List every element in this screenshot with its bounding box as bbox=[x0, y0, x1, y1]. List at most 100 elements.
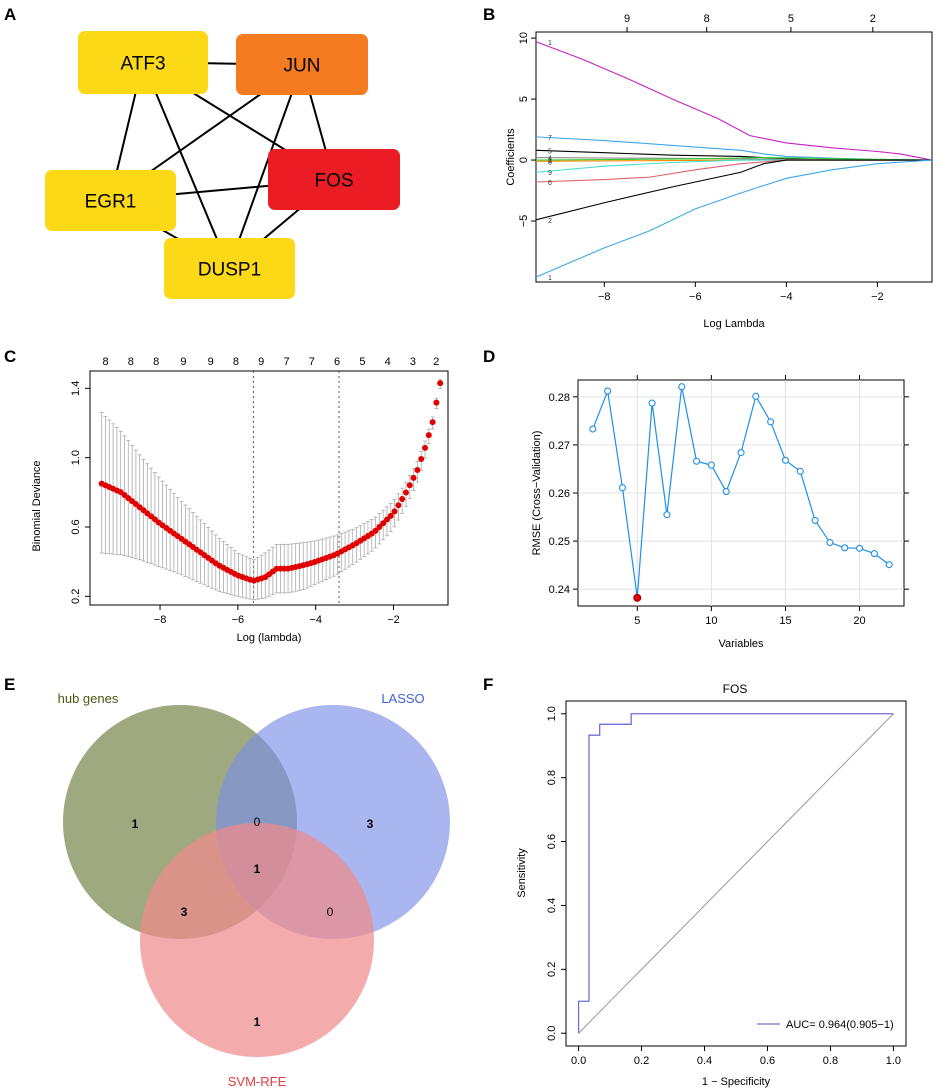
x-tick-label: 15 bbox=[779, 615, 791, 627]
y-tick-label: 0.2 bbox=[70, 589, 82, 604]
panel-label-f: F bbox=[483, 675, 493, 694]
rmse-point bbox=[796, 467, 804, 475]
top-tick-label: 5 bbox=[788, 13, 794, 25]
roc-panel: FOS 0.0 0.2 0.4 0.6 0.8 1.0 0.0 0.2 0.4 0.6 0.8 1.0… bbox=[516, 682, 907, 1088]
deviance-point bbox=[391, 508, 398, 515]
rmse-point bbox=[692, 457, 701, 465]
x-tick-label: 0.6 bbox=[760, 1055, 775, 1067]
top-tick-label: 7 bbox=[309, 356, 315, 368]
x-tick-label: −4 bbox=[780, 291, 793, 303]
x-tick-label: 0.4 bbox=[697, 1055, 712, 1067]
x-tick-label: 1.0 bbox=[886, 1055, 901, 1067]
x-tick-label: −2 bbox=[387, 614, 400, 626]
rmse-point bbox=[678, 383, 686, 391]
panel-label-c: C bbox=[4, 347, 16, 366]
deviance-point bbox=[429, 419, 436, 426]
y-tick-label: 0.4 bbox=[546, 898, 558, 913]
axes: −8 −6 −4 −2 0.2 0.6 1.0 1.4 8 8 8 9 9 8 9 7 7 6 5 4 3 2 bbox=[70, 356, 439, 626]
rmse-point bbox=[663, 511, 671, 519]
x-tick-label: −6 bbox=[689, 291, 702, 303]
y-axis-label: Sensitivity bbox=[516, 848, 528, 898]
venn-set-label-hub: hub genes bbox=[58, 691, 119, 706]
axes: 0.0 0.2 0.4 0.6 0.8 1.0 0.0 0.2 0.4 0.6 0.8 1.0 bbox=[546, 706, 901, 1067]
y-tick-label: 1.0 bbox=[70, 450, 82, 465]
node-box bbox=[45, 170, 176, 231]
deviance-point bbox=[399, 495, 406, 502]
rmse-point bbox=[781, 456, 790, 464]
grid bbox=[578, 380, 904, 606]
y-tick-label: 1.0 bbox=[546, 706, 558, 721]
deviance-point bbox=[414, 467, 421, 474]
deviance-point bbox=[437, 380, 444, 387]
venn-count-lasso-svm: 0 bbox=[327, 905, 334, 919]
coef-line-1 bbox=[535, 41, 933, 161]
rmse-series bbox=[589, 383, 893, 602]
network-nodes: ATF3 JUN FOS EGR1 DUSP1 bbox=[45, 31, 400, 299]
node-box bbox=[164, 238, 295, 299]
plot-frame bbox=[89, 370, 449, 606]
x-tick-label: 0.2 bbox=[634, 1055, 649, 1067]
node-box bbox=[236, 34, 368, 95]
coef-line-3 bbox=[535, 157, 933, 161]
venn-count-all: 1 bbox=[254, 862, 261, 876]
x-tick-label: −8 bbox=[598, 291, 611, 303]
coef-line-1b bbox=[535, 159, 933, 278]
x-axis-label: 1 − Specificity bbox=[702, 1076, 771, 1088]
y-tick-label: 0.8 bbox=[546, 770, 558, 785]
venn-circle-svm-rfe bbox=[140, 823, 374, 1057]
network-node-atf3: ATF3 bbox=[78, 31, 208, 94]
top-tick-label: 9 bbox=[180, 356, 186, 368]
deviance-points bbox=[98, 380, 444, 584]
plot-frame bbox=[565, 700, 907, 1047]
y-tick-label: 0.27 bbox=[549, 440, 570, 452]
coef-label: 1 bbox=[548, 275, 552, 282]
x-axis-label: Log (lambda) bbox=[237, 632, 302, 644]
x-tick-label: 20 bbox=[853, 615, 865, 627]
y-tick-label: 0.25 bbox=[549, 536, 570, 548]
rmse-point bbox=[618, 484, 627, 492]
coef-label: 4 bbox=[548, 156, 552, 163]
node-label: EGR1 bbox=[85, 192, 137, 213]
network-edge bbox=[142, 61, 230, 269]
rmse-point bbox=[767, 418, 775, 426]
network-node-egr1: EGR1 bbox=[45, 170, 176, 231]
deviance-point bbox=[383, 516, 390, 523]
top-tick-label: 8 bbox=[704, 13, 710, 25]
y-axis-label: RMSE (Cross−Validation) bbox=[531, 431, 543, 556]
network-panel: ATF3 JUN FOS EGR1 DUSP1 bbox=[45, 31, 400, 299]
deviance-point bbox=[433, 399, 440, 406]
venn-count-lasso-only: 3 bbox=[367, 817, 374, 831]
venn-set-label-svm: SVM-RFE bbox=[228, 1074, 287, 1089]
x-tick-label: 0.8 bbox=[823, 1055, 838, 1067]
y-tick-label: 0.2 bbox=[546, 962, 558, 977]
plot-frame bbox=[535, 31, 933, 283]
venn-count-svm-only: 1 bbox=[254, 1015, 261, 1029]
deviance-point bbox=[418, 456, 425, 463]
network-node-fos: FOS bbox=[268, 149, 400, 210]
y-tick-label: 0.6 bbox=[546, 834, 558, 849]
rmse-point bbox=[737, 449, 745, 457]
coef-line-6 bbox=[535, 159, 932, 183]
rmse-point bbox=[811, 516, 819, 524]
top-tick-label: 9 bbox=[208, 356, 214, 368]
network-edge bbox=[228, 64, 303, 269]
deviance-point bbox=[376, 524, 383, 531]
node-label: ATF3 bbox=[120, 54, 165, 75]
top-tick-label: 8 bbox=[128, 356, 134, 368]
y-tick-label: 1.4 bbox=[70, 381, 82, 396]
network-node-dusp1: DUSP1 bbox=[164, 238, 295, 299]
rmse-point bbox=[648, 399, 656, 407]
deviance-point bbox=[387, 512, 394, 519]
node-box bbox=[268, 149, 400, 210]
top-tick-label: 4 bbox=[385, 356, 391, 368]
top-tick-label: 9 bbox=[258, 356, 264, 368]
coef-label: 3 bbox=[548, 158, 552, 165]
deviance-point bbox=[422, 444, 429, 451]
y-tick-label: 10 bbox=[518, 32, 530, 44]
coef-label: 5 bbox=[548, 148, 552, 155]
rmse-point bbox=[870, 550, 878, 558]
x-tick-label: −2 bbox=[871, 291, 884, 303]
top-tick-label: 8 bbox=[103, 356, 109, 368]
